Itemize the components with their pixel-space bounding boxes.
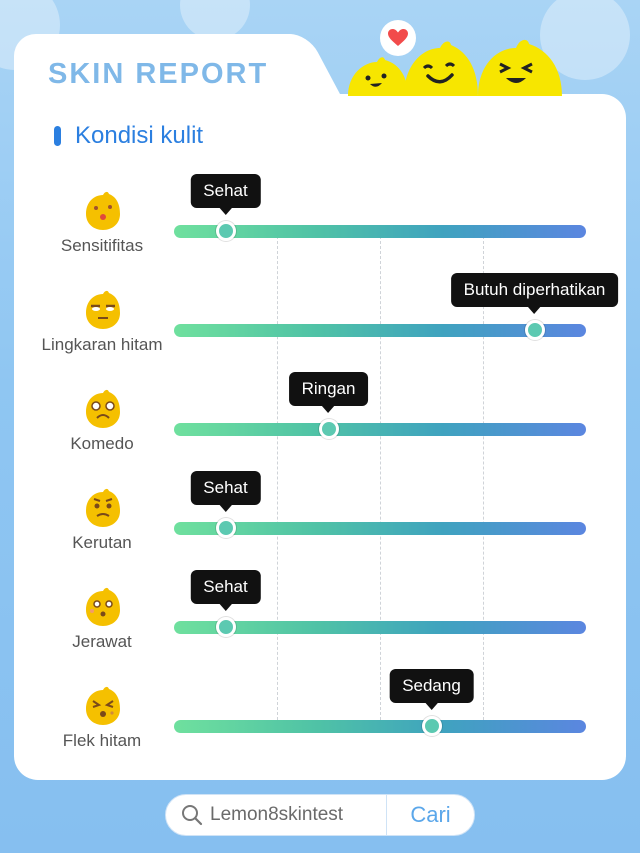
status-tooltip: Sehat [190,174,261,215]
wrinkled-emoji-icon [82,487,124,529]
report-title: SKIN REPORT [48,58,269,90]
metric-label: Lingkaran hitam [41,335,163,354]
grid-line [277,236,278,720]
section-title: Kondisi kulit [75,122,204,149]
metric-label: Flek hitam [62,731,142,750]
status-tooltip: Sedang [389,669,474,710]
metric-row: Komedo Ringan [0,372,640,475]
heart-icon [388,29,408,46]
section-header: Kondisi kulit [54,122,203,150]
level-knob [215,518,236,538]
status-tooltip: Sehat [190,570,261,611]
metric-row: Kerutan Sehat [0,471,640,574]
heart-bubble [380,20,416,56]
level-track [174,522,586,535]
grid-line [380,236,381,720]
metric-label: Jerawat [72,632,132,651]
status-tooltip: Sehat [190,471,261,512]
search-button[interactable]: Cari [386,795,474,835]
metric-label: Kerutan [72,533,132,552]
level-track [174,720,586,733]
metric-row: Sensitifitas Sehat [0,174,640,277]
search-input[interactable]: Lemon8skintest [210,804,344,825]
search-icon [166,804,210,826]
level-knob [524,320,545,340]
kiss-emoji-icon [82,190,124,232]
metric-label: Sensitifitas [60,236,144,255]
metric-row: Flek hitam Sedang [0,669,640,772]
level-knob [215,221,236,241]
metric-row: Jerawat Sehat [0,570,640,673]
grid-line [483,236,484,720]
level-knob [318,419,339,439]
status-tooltip: Butuh diperhatikan [450,273,619,314]
search-bar[interactable]: Lemon8skintest Cari [165,794,475,836]
section-accent-bar [54,126,61,146]
lemon-mascot-middle [400,40,480,96]
status-tooltip: Ringan [288,372,369,413]
surprised-emoji-icon [82,586,124,628]
lemon-mascot-left [344,56,410,96]
tired-emoji-icon [82,289,124,331]
level-track [174,621,586,634]
level-track [174,324,586,337]
level-knob [215,617,236,637]
level-knob [421,716,442,736]
metric-row: Lingkaran hitam Butuh diperhatikan [0,273,640,376]
nervous-emoji-icon [82,388,124,430]
metric-label: Komedo [70,434,134,453]
lemon-mascot-right [474,38,566,96]
spotted-emoji-icon [82,685,124,727]
level-track [174,225,586,238]
level-track [174,423,586,436]
